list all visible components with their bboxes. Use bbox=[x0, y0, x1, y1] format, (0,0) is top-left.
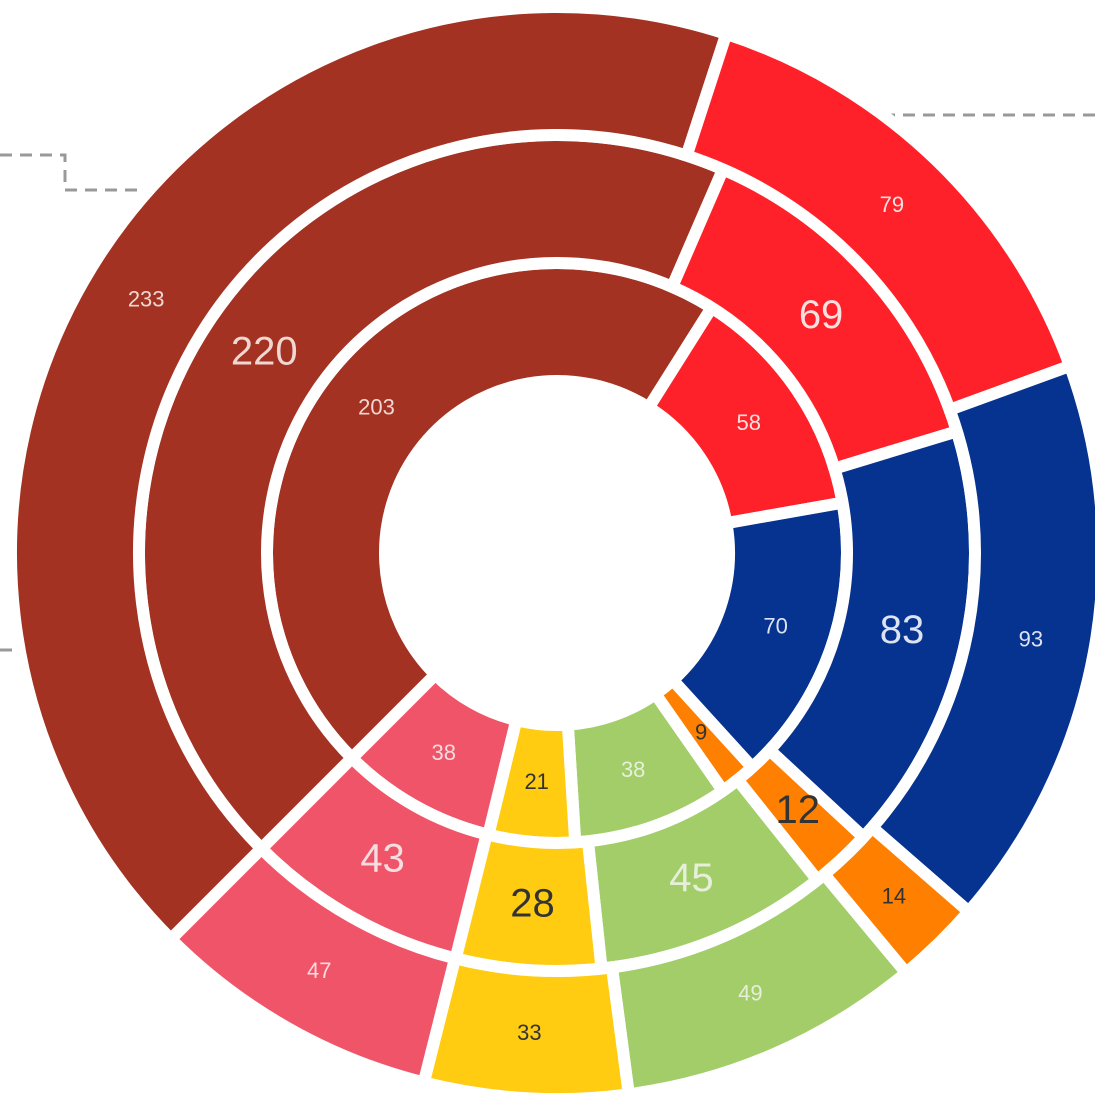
data-label: 38 bbox=[432, 740, 456, 765]
data-label: 43 bbox=[360, 837, 405, 881]
data-label: 220 bbox=[231, 330, 298, 374]
data-label: 83 bbox=[880, 608, 925, 652]
data-label: 12 bbox=[775, 788, 820, 832]
data-label: 58 bbox=[737, 410, 761, 435]
data-label: 33 bbox=[517, 1020, 541, 1045]
rings bbox=[5, 1, 1095, 1096]
data-label: 45 bbox=[669, 856, 714, 900]
data-label: 233 bbox=[128, 287, 165, 312]
data-label: 21 bbox=[524, 769, 548, 794]
data-label: 49 bbox=[738, 980, 762, 1005]
data-label: 28 bbox=[510, 882, 555, 926]
data-label: 47 bbox=[307, 958, 331, 983]
data-label: 93 bbox=[1019, 627, 1043, 652]
data-label: 70 bbox=[763, 613, 787, 638]
data-label: 14 bbox=[882, 884, 906, 909]
segment bbox=[162, 840, 463, 1090]
data-label: 9 bbox=[695, 719, 707, 744]
segment bbox=[5, 1, 734, 948]
data-label: 69 bbox=[799, 293, 844, 337]
data-label: 79 bbox=[880, 192, 904, 217]
data-label: 38 bbox=[621, 757, 645, 782]
data-label: 203 bbox=[358, 395, 395, 420]
